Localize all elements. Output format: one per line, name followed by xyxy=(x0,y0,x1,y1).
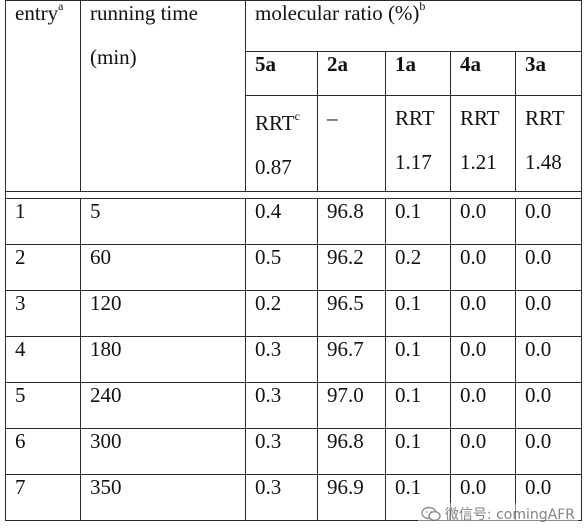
molecular-ratio-table: entrya running time (min) molecular rati… xyxy=(4,0,583,521)
cell-1a: 0.1 xyxy=(385,428,451,475)
cell-time: 350 xyxy=(80,474,246,521)
watermark: 微信号: comingAFR xyxy=(417,503,578,525)
cell-time: 5 xyxy=(80,198,246,245)
cell-entry: 1 xyxy=(5,198,81,245)
cell-entry: 5 xyxy=(5,382,81,429)
table-row: 6 300 0.3 96.8 0.1 0.0 0.0 xyxy=(5,428,583,475)
compound-1a: 1a xyxy=(385,51,451,96)
table-row: 1 5 0.4 96.8 0.1 0.0 0.0 xyxy=(5,198,583,245)
cell-1a: 0.1 xyxy=(385,382,451,429)
cell-2a: 96.8 xyxy=(317,428,386,475)
rrt-3a: RRT 1.48 xyxy=(514,95,583,192)
cell-entry: 4 xyxy=(5,336,81,383)
footnote-a: a xyxy=(58,0,64,13)
cell-1a: 0.1 xyxy=(385,474,451,521)
header-running-time: running time (min) xyxy=(80,0,246,192)
header-row-top: entrya running time (min) molecular rati… xyxy=(5,0,583,192)
cell-3a: 0.0 xyxy=(514,382,583,429)
cell-3a: 0.0 xyxy=(514,290,583,337)
header-running-time-unit: (min) xyxy=(90,45,137,69)
header-entry-label: entry xyxy=(15,1,59,25)
rrt-1a: RRT 1.17 xyxy=(385,95,451,192)
cell-4a: 0.0 xyxy=(450,244,516,291)
header-row-compounds: 5a 2a 1a 4a 3a xyxy=(6,51,583,96)
rrt-2a-value: – xyxy=(327,106,338,130)
cell-2a: 96.7 xyxy=(317,336,386,383)
cell-time: 240 xyxy=(80,382,246,429)
rrt-3a-value: 1.48 xyxy=(525,150,562,174)
cell-4a: 0.0 xyxy=(450,474,516,521)
cell-5a: 0.4 xyxy=(245,198,318,245)
cell-time: 180 xyxy=(80,336,246,383)
header-molecular-ratio-label: molecular ratio (%) xyxy=(255,1,420,25)
cell-1a: 0.2 xyxy=(385,244,451,291)
cell-time: 120 xyxy=(80,290,246,337)
cell-3a: 0.0 xyxy=(514,198,583,245)
compound-4a: 4a xyxy=(450,51,516,96)
rrt-3a-label: RRT xyxy=(525,106,565,130)
header-row-rrt: RRTc 0.87 – RRT 1.17 RRT 1.21 RRT 1.48 xyxy=(6,95,583,192)
footnote-b: b xyxy=(419,0,426,13)
cell-3a: 0.0 xyxy=(514,244,583,291)
cell-4a: 0.0 xyxy=(450,382,516,429)
cell-entry: 7 xyxy=(5,474,81,521)
cell-2a: 96.9 xyxy=(317,474,386,521)
compound-5a: 5a xyxy=(245,51,318,96)
cell-5a: 0.2 xyxy=(245,290,318,337)
cell-2a: 96.2 xyxy=(317,244,386,291)
header-body-separator xyxy=(4,191,583,199)
footnote-c: c xyxy=(294,109,300,123)
rrt-5a: RRTc 0.87 xyxy=(245,95,318,192)
cell-1a: 0.1 xyxy=(385,290,451,337)
header-molecular-ratio: molecular ratio (%)b xyxy=(244,0,583,52)
cell-4a: 0.0 xyxy=(450,290,516,337)
cell-1a: 0.1 xyxy=(385,198,451,245)
watermark-text: 微信号: comingAFR xyxy=(444,507,575,523)
cell-5a: 0.3 xyxy=(245,382,318,429)
cell-2a: 97.0 xyxy=(317,382,386,429)
cell-5a: 0.5 xyxy=(245,244,318,291)
cell-2a: 96.8 xyxy=(317,198,386,245)
cell-4a: 0.0 xyxy=(450,198,516,245)
table-row: 5 240 0.3 97.0 0.1 0.0 0.0 xyxy=(5,382,583,429)
cell-5a: 0.3 xyxy=(245,428,318,475)
table-row: 4 180 0.3 96.7 0.1 0.0 0.0 xyxy=(5,336,583,383)
cell-1a: 0.1 xyxy=(385,336,451,383)
table-row: 3 120 0.2 96.5 0.1 0.0 0.0 xyxy=(5,290,583,337)
compound-3a: 3a xyxy=(514,51,583,96)
table-row: 2 60 0.5 96.2 0.2 0.0 0.0 xyxy=(5,244,583,291)
wechat-icon xyxy=(421,506,441,522)
rrt-2a: – xyxy=(317,95,386,192)
rrt-5a-label: RRT xyxy=(255,111,295,135)
cell-3a: 0.0 xyxy=(514,428,583,475)
cell-4a: 0.0 xyxy=(450,336,516,383)
cell-2a: 96.5 xyxy=(317,290,386,337)
cell-time: 60 xyxy=(80,244,246,291)
cell-4a: 0.0 xyxy=(450,428,516,475)
rrt-1a-value: 1.17 xyxy=(395,150,432,174)
rrt-1a-label: RRT xyxy=(395,106,435,130)
rrt-4a-label: RRT xyxy=(460,106,500,130)
header-running-time-label: running time xyxy=(90,1,198,25)
compound-2a: 2a xyxy=(317,51,386,96)
cell-entry: 3 xyxy=(5,290,81,337)
cell-entry: 2 xyxy=(5,244,81,291)
rrt-4a: RRT 1.21 xyxy=(450,95,516,192)
cell-entry: 6 xyxy=(5,428,81,475)
cell-3a: 0.0 xyxy=(514,336,583,383)
table-row: 7 350 0.3 96.9 0.1 0.0 0.0 xyxy=(5,474,583,521)
cell-5a: 0.3 xyxy=(245,336,318,383)
rrt-5a-value: 0.87 xyxy=(255,155,292,179)
rrt-4a-value: 1.21 xyxy=(460,150,497,174)
cell-time: 300 xyxy=(80,428,246,475)
header-entry: entrya xyxy=(5,0,81,192)
cell-5a: 0.3 xyxy=(245,474,318,521)
cell-3a: 0.0 xyxy=(514,474,583,521)
